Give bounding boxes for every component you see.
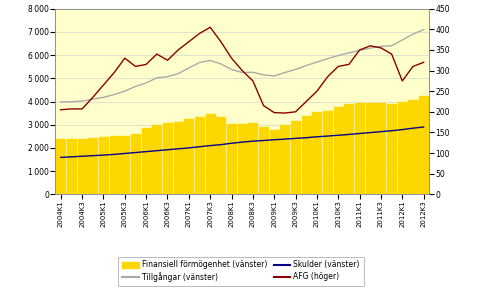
Bar [323, 111, 332, 194]
Bar [88, 138, 97, 194]
Bar [174, 122, 183, 194]
Bar [248, 123, 257, 194]
Bar [78, 139, 87, 194]
Bar [345, 104, 353, 194]
Bar [184, 119, 193, 194]
Bar [387, 104, 396, 194]
Bar [334, 107, 343, 194]
Bar [131, 135, 140, 194]
Bar [270, 130, 279, 194]
Bar [152, 125, 161, 194]
Bar [216, 117, 226, 194]
Bar [67, 139, 76, 194]
Bar [419, 96, 428, 194]
Bar [312, 112, 321, 194]
Bar [281, 125, 289, 194]
Bar [238, 124, 247, 194]
Bar [163, 123, 172, 194]
Bar [109, 136, 119, 194]
Bar [398, 102, 407, 194]
Bar [99, 137, 108, 194]
Bar [206, 114, 214, 194]
Bar [302, 116, 311, 194]
Bar [366, 103, 375, 194]
Bar [120, 136, 129, 194]
Bar [408, 100, 417, 194]
Bar [227, 124, 236, 194]
Bar [259, 127, 268, 194]
Bar [142, 128, 151, 194]
Legend: Finansiell förmögenhet (vänster), Tillgångar (vänster), Skulder (vänster), AFG (: Finansiell förmögenhet (vänster), Tillgå… [119, 257, 363, 286]
Bar [195, 117, 204, 194]
Bar [376, 103, 386, 194]
Bar [355, 103, 364, 194]
Bar [56, 139, 65, 194]
Bar [291, 121, 300, 194]
